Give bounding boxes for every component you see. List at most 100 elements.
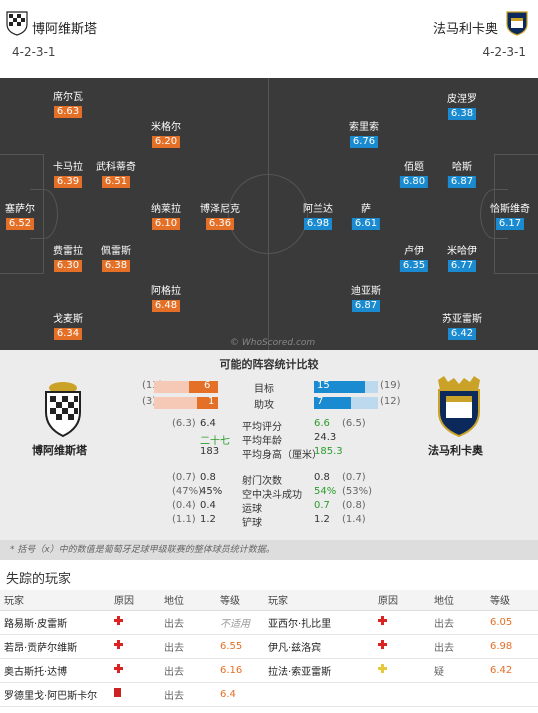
home-player[interactable]: 博泽尼克 6.36	[200, 204, 240, 230]
table-row: 路易斯·皮雷斯 出去 不适用 亚西尔·扎比里 出去 6.05	[0, 610, 538, 635]
away-player[interactable]: 萨 6.61	[351, 204, 381, 230]
home-prev-value: (0.4)	[172, 500, 196, 511]
col-header-status: 地位	[430, 590, 486, 611]
stat-row: (6.3) 6.4 平均评分 6.6 (6.5)	[142, 418, 412, 433]
reason-cell	[110, 682, 160, 707]
away-player[interactable]: 迪亚斯 6.87	[351, 286, 381, 312]
away-player[interactable]: 卢伊 6.35	[399, 246, 429, 272]
home-value: 6.4	[200, 418, 216, 429]
home-player[interactable]: 米格尔 6.20	[151, 122, 181, 148]
col-header-rating: 等级	[486, 590, 538, 611]
player-name[interactable]: 拉法·索亚雷斯	[264, 658, 374, 683]
col-header-player: 玩家	[0, 590, 110, 611]
status-cell: 疑	[430, 658, 486, 683]
player-name[interactable]: 亚西尔·扎比里	[264, 610, 374, 635]
whoscored-watermark: © WhoScored.com	[230, 338, 316, 348]
rating-cell: 6.16	[216, 658, 264, 683]
injury-icon	[114, 664, 123, 673]
away-value: 0.7	[314, 500, 330, 511]
away-player[interactable]: 佰题 6.80	[399, 162, 429, 188]
away-player[interactable]: 哈斯 6.87	[447, 162, 477, 188]
doubtful-icon	[378, 664, 387, 673]
player-name[interactable]: 奥古斯托·达博	[0, 658, 110, 683]
stat-label: 空中决斗成功	[242, 490, 302, 501]
away-player[interactable]: 索里索 6.76	[349, 122, 379, 148]
home-value: 45%	[200, 486, 223, 497]
home-player[interactable]: 戈麦斯 6.34	[53, 314, 83, 340]
status-cell: 出去	[430, 610, 486, 635]
home-player[interactable]: 佩雷斯 6.38	[101, 246, 131, 272]
boavista-crest-icon	[45, 382, 81, 438]
away-player[interactable]: 皮涅罗 6.38	[447, 94, 477, 120]
rating-cell: 6.98	[486, 634, 538, 659]
lineup-stats-comparison: 可能的阵容统计比较 博阿维斯塔 法马利卡奥 (13) 6 目标 15 (19) …	[0, 350, 538, 560]
home-team-label: 博阿维斯塔	[32, 444, 87, 457]
home-prev-value: (0.7)	[172, 472, 196, 483]
home-player[interactable]: 阿格拉 6.48	[151, 286, 181, 312]
away-penalty-arc	[480, 189, 508, 239]
away-value: 6.6	[314, 418, 330, 429]
table-row: 奥古斯托·达博 出去 6.16 拉法·索亚雷斯 疑 6.42	[0, 658, 538, 683]
injury-icon	[114, 616, 123, 625]
away-player[interactable]: 苏亚雷斯 6.42	[442, 314, 482, 340]
status-cell: 出去	[160, 610, 216, 635]
home-player[interactable]: 席尔瓦 6.63	[53, 92, 83, 118]
stats-footnote: * 括号（x）中的数值是葡萄牙足球甲级联赛的整体球员统计数据。	[0, 540, 538, 560]
home-value: 0.4	[200, 500, 216, 511]
home-value: 183	[200, 446, 220, 457]
away-prev-value: (0.7)	[342, 472, 366, 483]
player-name[interactable]: 路易斯·皮雷斯	[0, 610, 110, 635]
home-player[interactable]: 塞萨尔 6.52	[5, 204, 35, 230]
famalicao-crest-icon	[506, 11, 528, 36]
injury-icon	[114, 640, 123, 649]
home-prev-value: (1.1)	[172, 514, 196, 525]
player-name[interactable]: 若昂·贡萨尔维斯	[0, 634, 110, 659]
col-header-player: 玩家	[264, 590, 374, 611]
rating-cell	[486, 682, 538, 707]
away-prev-value: (1.4)	[342, 514, 366, 525]
away-prev-value: (53%)	[342, 486, 373, 497]
home-player[interactable]: 卡马拉 6.39	[53, 162, 83, 188]
stat-row: 183 平均身高（厘米） 185.3	[142, 446, 412, 461]
away-prev-value: (0.8)	[342, 500, 366, 511]
reason-cell	[374, 634, 430, 659]
stat-row: (47%) 45% 空中决斗成功 54% (53%)	[142, 486, 412, 501]
away-goals-bar-fill	[314, 381, 365, 393]
home-value: 1.2	[200, 514, 216, 525]
status-cell	[430, 682, 486, 707]
home-prev-value: (47%)	[172, 486, 203, 497]
home-formation: 4-2-3-1	[12, 45, 56, 59]
home-team-name[interactable]: 博阿维斯塔	[32, 22, 98, 37]
away-player[interactable]: 恰斯维奇 6.17	[490, 204, 530, 230]
table-row: 若昂·贡萨尔维斯 出去 6.55 伊凡·兹洛宾 出去 6.98	[0, 634, 538, 659]
match-header: 博阿维斯塔 4-2-3-1 法马利卡奥 4-2-3-1	[0, 0, 538, 78]
away-assists-bar-fill	[314, 397, 351, 409]
away-prev-value: (6.5)	[342, 418, 366, 429]
home-player[interactable]: 费雷拉 6.30	[53, 246, 83, 272]
stat-label: 铲球	[242, 518, 262, 529]
away-value: 54%	[314, 486, 337, 497]
stat-label: 运球	[242, 504, 262, 515]
home-player[interactable]: 纳莱拉 6.10	[151, 204, 181, 230]
home-penalty-arc	[30, 189, 58, 239]
col-header-rating: 等级	[216, 590, 264, 611]
reason-cell	[374, 682, 430, 707]
player-name[interactable]	[264, 682, 374, 707]
away-value: 24.3	[314, 432, 337, 443]
away-player[interactable]: 阿兰达 6.98	[303, 204, 333, 230]
home-value: 二十七	[200, 436, 230, 447]
rating-cell: 不适用	[216, 610, 264, 635]
missing-players-table: 玩家 原因 地位 等级 玩家 原因 地位 等级 路易斯·皮雷斯 出去 不适用 亚西尔·…	[0, 590, 538, 707]
rating-cell: 6.55	[216, 634, 264, 659]
stat-row: 二十七 平均年龄 24.3	[142, 432, 412, 447]
away-team-name[interactable]: 法马利卡奥	[432, 22, 498, 37]
away-value: 185.3	[314, 446, 343, 457]
home-player[interactable]: 武科蒂奇 6.51	[96, 162, 136, 188]
col-header-reason: 原因	[374, 590, 430, 611]
center-circle	[228, 174, 308, 254]
player-name[interactable]: 伊凡·兹洛宾	[264, 634, 374, 659]
player-name[interactable]: 罗德里戈·阿巴斯卡尔	[0, 682, 110, 707]
status-cell: 出去	[430, 634, 486, 659]
status-cell: 出去	[160, 682, 216, 707]
away-player[interactable]: 米哈伊 6.77	[447, 246, 477, 272]
